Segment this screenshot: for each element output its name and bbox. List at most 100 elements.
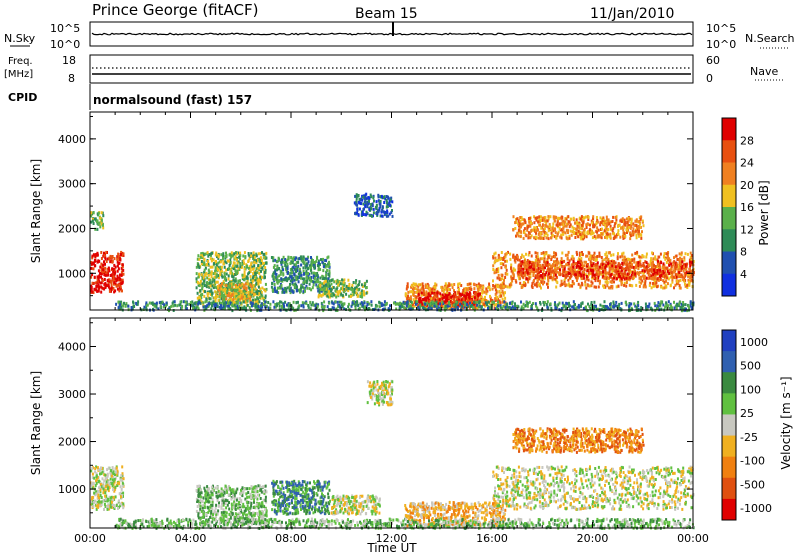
data-cell bbox=[626, 220, 629, 224]
data-cell bbox=[544, 252, 547, 256]
data-cell bbox=[513, 258, 516, 262]
data-cell bbox=[633, 223, 636, 227]
data-cell bbox=[515, 217, 517, 221]
data-cell bbox=[652, 282, 655, 286]
data-cell bbox=[588, 271, 591, 275]
data-cell bbox=[527, 280, 530, 284]
data-cell bbox=[631, 277, 634, 281]
data-cell bbox=[653, 263, 655, 267]
data-cell bbox=[514, 268, 517, 272]
data-cell bbox=[257, 264, 260, 267]
data-cell bbox=[316, 285, 319, 289]
data-cell bbox=[592, 258, 595, 262]
data-cell bbox=[120, 300, 123, 304]
data-cell bbox=[219, 273, 222, 276]
data-cell bbox=[243, 273, 246, 277]
data-cell bbox=[105, 284, 108, 288]
data-cell bbox=[206, 276, 209, 280]
data-cell bbox=[684, 263, 687, 267]
data-cell bbox=[91, 256, 94, 260]
data-cell bbox=[538, 267, 541, 271]
data-cell bbox=[568, 225, 571, 229]
data-cell bbox=[603, 270, 606, 274]
data-cell bbox=[537, 228, 540, 232]
data-cell bbox=[96, 212, 99, 216]
data-cell bbox=[405, 287, 408, 291]
data-cell bbox=[603, 258, 606, 262]
data-cell bbox=[252, 251, 255, 255]
data-cell bbox=[657, 276, 660, 280]
data-cell bbox=[547, 255, 550, 259]
data-cell bbox=[586, 269, 589, 272]
data-cell bbox=[609, 286, 612, 290]
data-cell bbox=[286, 286, 289, 290]
data-cell bbox=[310, 256, 312, 259]
data-cell bbox=[533, 278, 535, 282]
data-cell bbox=[100, 290, 103, 294]
data-cell bbox=[476, 298, 479, 302]
data-cell bbox=[624, 266, 627, 270]
data-cell bbox=[569, 217, 572, 221]
data-cell bbox=[612, 266, 615, 270]
data-cell bbox=[428, 300, 431, 304]
data-cell bbox=[554, 263, 557, 267]
data-cell bbox=[247, 266, 250, 270]
data-cell bbox=[650, 270, 653, 274]
data-cell bbox=[532, 269, 535, 273]
data-cell bbox=[652, 260, 654, 264]
data-cell bbox=[630, 219, 633, 223]
data-cell bbox=[592, 215, 595, 219]
data-cell bbox=[511, 279, 514, 283]
data-cell bbox=[230, 288, 233, 292]
data-cell bbox=[225, 284, 228, 288]
data-cell bbox=[613, 263, 616, 267]
data-cell bbox=[264, 282, 267, 286]
data-cell bbox=[446, 286, 448, 290]
data-cell bbox=[199, 289, 202, 293]
data-cell bbox=[310, 288, 313, 292]
data-cell bbox=[309, 266, 312, 270]
data-cell bbox=[195, 265, 198, 269]
data-cell bbox=[337, 283, 340, 287]
data-cell bbox=[602, 270, 605, 274]
data-cell bbox=[271, 274, 274, 278]
data-cell bbox=[587, 218, 590, 221]
data-cell bbox=[209, 284, 212, 288]
data-cell bbox=[385, 201, 388, 204]
data-cell bbox=[686, 252, 689, 256]
data-cell bbox=[689, 270, 692, 274]
data-cell bbox=[554, 251, 557, 255]
data-cell bbox=[317, 295, 320, 299]
data-cell bbox=[623, 232, 626, 236]
data-cell bbox=[214, 285, 217, 289]
data-cell bbox=[310, 268, 313, 272]
data-cell bbox=[370, 300, 373, 304]
data-cell bbox=[520, 222, 523, 226]
data-cell bbox=[416, 290, 419, 294]
data-cell bbox=[280, 258, 283, 262]
data-cell bbox=[297, 260, 300, 264]
data-cell bbox=[569, 267, 572, 271]
data-cell bbox=[535, 304, 538, 308]
data-cell bbox=[412, 298, 415, 302]
data-cell bbox=[239, 279, 241, 283]
data-cell bbox=[562, 230, 565, 234]
data-cell bbox=[445, 298, 448, 302]
data-cell bbox=[219, 270, 222, 274]
data-cell bbox=[211, 291, 214, 295]
data-cell bbox=[635, 224, 638, 227]
data-cell bbox=[524, 284, 527, 288]
data-cell bbox=[375, 211, 378, 215]
data-cell bbox=[412, 282, 415, 286]
data-cell bbox=[234, 256, 237, 260]
data-cell bbox=[604, 224, 607, 228]
data-cell bbox=[222, 287, 224, 290]
data-cell bbox=[92, 262, 95, 266]
data-cell bbox=[260, 277, 262, 281]
data-cell bbox=[92, 211, 95, 215]
data-cell bbox=[605, 215, 608, 219]
data-cell bbox=[419, 296, 422, 300]
data-cell bbox=[609, 232, 612, 236]
data-cell bbox=[294, 263, 297, 267]
data-cell bbox=[654, 267, 657, 271]
